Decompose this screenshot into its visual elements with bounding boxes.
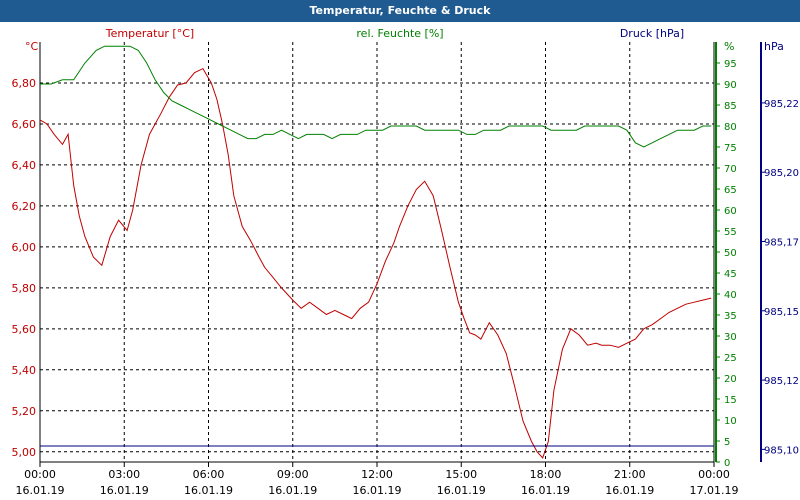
- humidity-tick-label: 20: [724, 374, 737, 385]
- pressure-tick-label: 985,12: [764, 376, 799, 387]
- humidity-tick-label: 90: [724, 80, 737, 91]
- humidity-tick-label: 85: [724, 101, 737, 112]
- temperature-tick-label: 6,00: [12, 241, 37, 254]
- x-tick-label-date: 16.01.19: [100, 484, 149, 497]
- x-tick-label-time: 03:00: [108, 468, 140, 481]
- humidity-tick-label: 15: [724, 395, 737, 406]
- x-tick-label-date: 16.01.19: [16, 484, 65, 497]
- x-tick-label-date: 16.01.19: [437, 484, 486, 497]
- temperature-tick-label: 6,40: [12, 159, 37, 172]
- humidity-tick-label: 25: [724, 353, 737, 364]
- x-tick-label-time: 21:00: [614, 468, 646, 481]
- x-tick-label-time: 09:00: [277, 468, 309, 481]
- temperature-tick-label: 5,80: [12, 282, 37, 295]
- pressure-tick-label: 985,22: [764, 99, 799, 110]
- pressure-tick-label: 985,20: [764, 168, 799, 179]
- humidity-tick-label: 95: [724, 59, 737, 70]
- temperature-axis-title: Temperatur [°C]: [105, 27, 194, 40]
- pressure-tick-label: 985,17: [764, 238, 799, 249]
- humidity-tick-label: 50: [724, 248, 737, 259]
- x-tick-label-date: 16.01.19: [605, 484, 654, 497]
- humidity-tick-label: 5: [724, 437, 730, 448]
- x-tick-label-date: 16.01.19: [353, 484, 402, 497]
- temperature-tick-label: 6,60: [12, 118, 37, 131]
- temperature-tick-label: 6,20: [12, 200, 37, 213]
- x-tick-label-time: 15:00: [445, 468, 477, 481]
- temperature-unit-label: °C: [25, 40, 39, 53]
- window-title: Temperatur, Feuchte & Druck: [309, 4, 491, 17]
- humidity-axis-title: rel. Feuchte [%]: [356, 27, 443, 40]
- temperature-tick-label: 5,60: [12, 323, 37, 336]
- pressure-unit-label: hPa: [764, 40, 784, 53]
- pressure-tick-label: 985,15: [764, 307, 799, 318]
- x-tick-label-date: 16.01.19: [521, 484, 570, 497]
- x-tick-label-date: 17.01.19: [690, 484, 739, 497]
- humidity-tick-label: 70: [724, 164, 737, 175]
- temperature-series-line: [40, 67, 712, 459]
- x-tick-label-time: 00:00: [698, 468, 730, 481]
- humidity-tick-label: 65: [724, 185, 737, 196]
- x-tick-label-date: 16.01.19: [268, 484, 317, 497]
- x-tick-label-time: 00:00: [24, 468, 56, 481]
- humidity-tick-label: 0: [724, 458, 730, 469]
- humidity-tick-label: 80: [724, 122, 737, 133]
- humidity-tick-label: 30: [724, 332, 737, 343]
- humidity-tick-label: 45: [724, 269, 737, 280]
- humidity-tick-label: 35: [724, 311, 737, 322]
- x-tick-label-date: 16.01.19: [184, 484, 233, 497]
- temperature-tick-label: 6,80: [12, 77, 37, 90]
- temperature-tick-label: 5,00: [12, 446, 37, 459]
- chart-canvas: 00:00 16.01.19 03:00 16.01.19 06:00 16.01.19 0…: [12, 27, 800, 497]
- pressure-tick-label: 985,10: [764, 445, 799, 456]
- humidity-tick-label: 75: [724, 143, 737, 154]
- humidity-tick-label: 10: [724, 416, 737, 427]
- x-tick-label-time: 06:00: [193, 468, 225, 481]
- humidity-unit-label: %: [724, 40, 734, 53]
- humidity-tick-label: 60: [724, 206, 737, 217]
- x-tick-label-time: 18:00: [530, 468, 562, 481]
- temperature-tick-label: 5,20: [12, 405, 37, 418]
- pressure-axis-title: Druck [hPa]: [620, 27, 684, 40]
- humidity-tick-label: 40: [724, 290, 737, 301]
- humidity-series-line: [40, 45, 712, 148]
- humidity-tick-label: 55: [724, 227, 737, 238]
- temperature-tick-label: 5,40: [12, 364, 37, 377]
- title-bar: Temperatur, Feuchte & Druck: [0, 0, 800, 22]
- x-tick-label-time: 12:00: [361, 468, 393, 481]
